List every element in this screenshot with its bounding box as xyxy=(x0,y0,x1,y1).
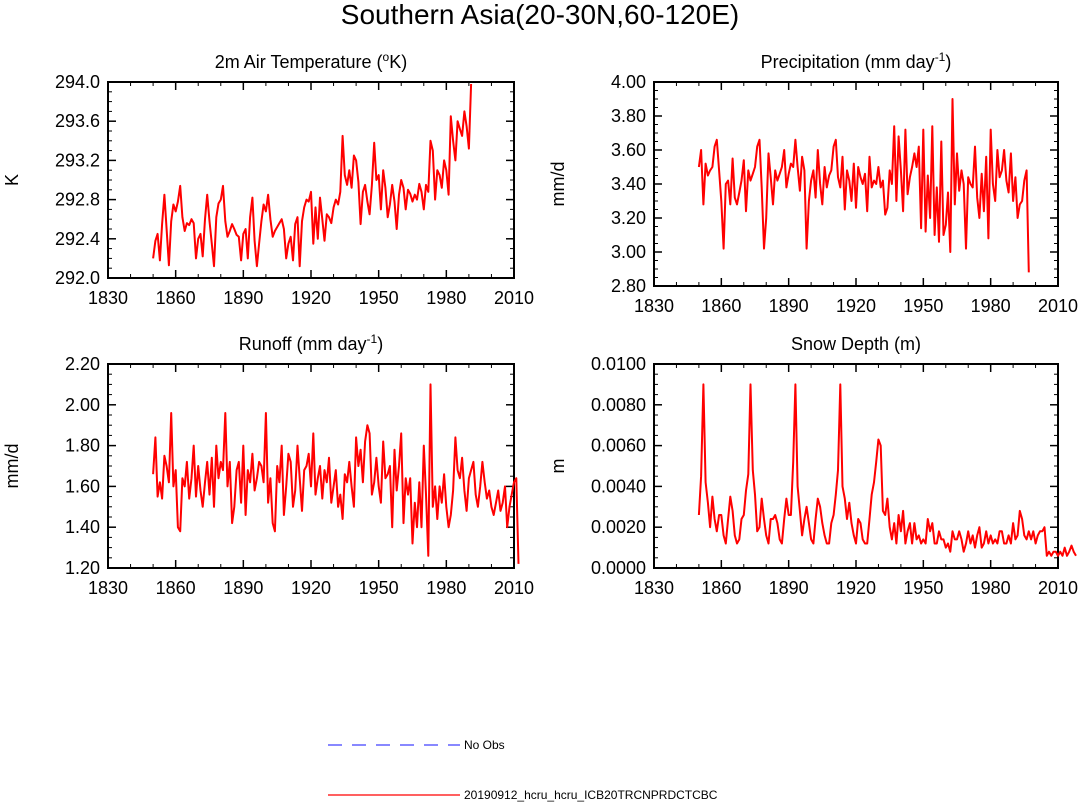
y-tick-label: 1.20 xyxy=(65,558,100,578)
panel-title: Precipitation (mm day-1) xyxy=(761,50,952,72)
y-tick-label: 293.6 xyxy=(55,111,100,131)
x-tick-label: 1860 xyxy=(156,288,196,308)
y-tick-label: 2.00 xyxy=(65,395,100,415)
x-tick-label: 1920 xyxy=(836,296,876,316)
y-tick-label: 3.00 xyxy=(611,242,646,262)
y-tick-label: 0.0000 xyxy=(591,558,646,578)
series-line xyxy=(152,383,520,564)
x-tick-label: 1920 xyxy=(836,578,876,598)
x-tick-label: 1950 xyxy=(359,288,399,308)
series-line xyxy=(697,383,1077,557)
x-tick-label: 2010 xyxy=(1038,578,1078,598)
y-tick-label: 1.40 xyxy=(65,517,100,537)
y-tick-label: 1.60 xyxy=(65,476,100,496)
x-tick-label: 1980 xyxy=(426,288,466,308)
series-line xyxy=(697,98,1030,273)
y-tick-label: 3.20 xyxy=(611,208,646,228)
x-tick-label: 1890 xyxy=(223,578,263,598)
x-tick-label: 2010 xyxy=(1038,296,1078,316)
legend-label-no-obs: No Obs xyxy=(464,738,505,752)
y-tick-label: 3.80 xyxy=(611,106,646,126)
y-tick-label: 3.40 xyxy=(611,174,646,194)
x-tick-label: 1980 xyxy=(971,578,1011,598)
x-tick-label: 1890 xyxy=(223,288,263,308)
y-tick-label: 293.2 xyxy=(55,150,100,170)
y-axis-label: mm/d xyxy=(548,162,568,207)
x-tick-label: 1980 xyxy=(971,296,1011,316)
y-axis-label: mm/d xyxy=(2,444,22,489)
x-tick-label: 1860 xyxy=(156,578,196,598)
x-tick-label: 1950 xyxy=(903,296,943,316)
y-tick-label: 292.8 xyxy=(55,190,100,210)
y-axis-label: m xyxy=(548,459,568,474)
panel-4: Snow Depth (m) m 1830 1860 1890 1920 1950 1980 2… xyxy=(548,334,1078,598)
x-tick-label: 2010 xyxy=(494,578,534,598)
panel-title: 2m Air Temperature (oK) xyxy=(215,50,407,72)
y-tick-label: 2.80 xyxy=(611,276,646,296)
x-tick-label: 1980 xyxy=(426,578,466,598)
panel-2: Precipitation (mm day-1) mm/d 1830 1860 1890… xyxy=(548,50,1078,316)
y-tick-label: 294.0 xyxy=(55,72,100,92)
x-tick-label: 1920 xyxy=(291,288,331,308)
x-tick-label: 1830 xyxy=(88,578,128,598)
panels: 2m Air Temperature (oK) K 1830 1860 1890 1920… xyxy=(2,50,1078,598)
panel-title: Snow Depth (m) xyxy=(791,334,921,354)
y-tick-label: 4.00 xyxy=(611,72,646,92)
y-tick-label: 3.60 xyxy=(611,140,646,160)
x-tick-label: 1860 xyxy=(701,296,741,316)
y-tick-label: 292.0 xyxy=(55,268,100,288)
x-tick-label: 1830 xyxy=(634,578,674,598)
panel-1: 2m Air Temperature (oK) K 1830 1860 1890 1920… xyxy=(2,50,534,308)
plot-frame xyxy=(653,81,1059,287)
y-tick-label: 0.0020 xyxy=(591,517,646,537)
x-tick-label: 1920 xyxy=(291,578,331,598)
figure-title: Southern Asia(20-30N,60-120E) xyxy=(341,0,739,30)
y-axis-label: K xyxy=(2,174,22,186)
x-tick-label: 2010 xyxy=(494,288,534,308)
panel-title: Runoff (mm day-1) xyxy=(239,332,383,354)
y-tick-label: 1.80 xyxy=(65,436,100,456)
y-tick-label: 292.4 xyxy=(55,229,100,249)
x-tick-label: 1890 xyxy=(769,296,809,316)
x-tick-label: 1860 xyxy=(701,578,741,598)
panel-3: Runoff (mm day-1) mm/d 1830 1860 1890 1920 195… xyxy=(2,332,534,598)
y-tick-label: 0.0080 xyxy=(591,395,646,415)
legend-label-model: 20190912_hcru_hcru_ICB20TRCNPRDCTCBC xyxy=(464,788,718,802)
x-tick-label: 1830 xyxy=(634,296,674,316)
x-tick-label: 1890 xyxy=(769,578,809,598)
x-tick-label: 1830 xyxy=(88,288,128,308)
y-tick-label: 0.0040 xyxy=(591,476,646,496)
y-tick-label: 2.20 xyxy=(65,354,100,374)
legend: No Obs 20190912_hcru_hcru_ICB20TRCNPRDCT… xyxy=(328,738,718,802)
y-tick-label: 0.0100 xyxy=(591,354,646,374)
series-line xyxy=(152,83,473,268)
x-tick-label: 1950 xyxy=(359,578,399,598)
x-tick-label: 1950 xyxy=(903,578,943,598)
y-tick-label: 0.0060 xyxy=(591,436,646,456)
